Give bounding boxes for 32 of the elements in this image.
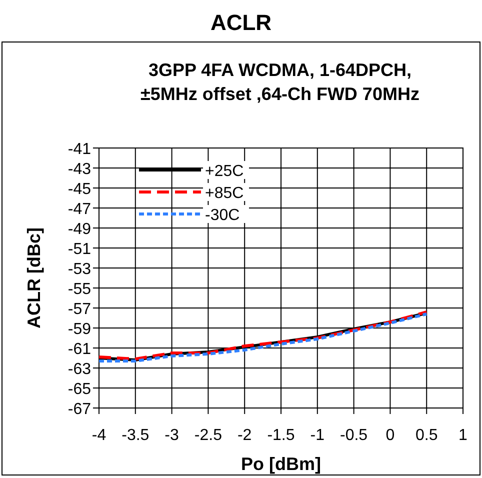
x-tick-label: -1 [310,427,325,444]
y-tick-label: -41 [68,141,92,158]
x-tick-label: -3.5 [122,427,150,444]
y-tick-label: -63 [68,361,92,378]
y-tick-label: -45 [68,181,92,198]
x-tick-label: -3 [164,427,180,444]
y-tick-label: -61 [68,341,92,358]
y-tick-label: -67 [68,401,92,418]
y-tick-label: -51 [68,241,92,258]
x-axis-title: Po [dBm] [241,454,321,474]
y-tick-label: -57 [68,301,92,318]
legend-label: -30C [205,207,240,224]
x-tick-label: 0.5 [415,427,438,444]
x-tick-label: -2.5 [194,427,222,444]
chart-subtitle: 3GPP 4FA WCDMA, 1-64DPCH, ±5MHz offset ,64-Ch FWD 70MHz [140,60,420,104]
y-tick-label: -59 [68,321,92,338]
y-tick-label: -43 [68,161,92,178]
x-tick-label: -4 [92,427,106,444]
x-tick-label: 1 [458,427,468,444]
y-tick-label: -47 [68,201,92,218]
y-tick-label: -65 [68,381,92,398]
x-tick-label: -2 [237,427,252,444]
y-tick-label: -55 [68,281,92,298]
chart-title: ACLR [210,10,272,35]
y-tick-label: -49 [68,221,92,238]
x-tick-label: -1.5 [267,427,295,444]
x-tick-label: -0.5 [340,427,368,444]
y-tick-label: -53 [68,261,92,278]
y-axis-title: ACLR [dBc] [24,228,44,328]
legend-label: +85C [205,185,244,202]
legend-label: +25C [205,163,244,180]
x-tick-label: 0 [386,427,395,444]
